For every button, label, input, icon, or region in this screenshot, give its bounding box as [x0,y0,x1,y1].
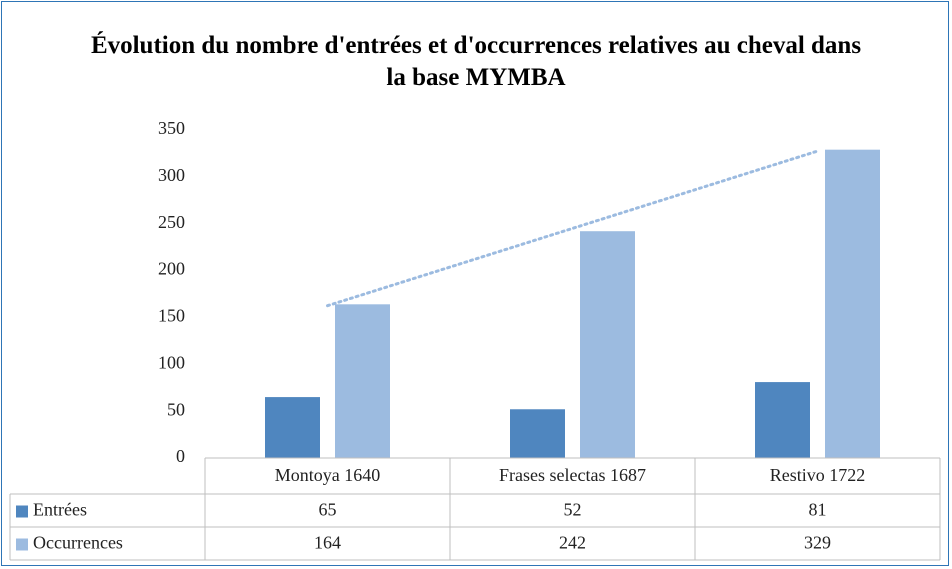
x-tick-label: Montoya 1640 [275,465,381,485]
y-tick-label: 50 [167,399,185,419]
y-tick-label: 300 [158,165,185,185]
x-tick-label: Frases selectas 1687 [499,465,646,485]
y-tick-label: 100 [158,352,185,372]
chart-title: Évolution du nombre d'entrées et d'occur… [90,32,862,91]
legend-swatch [16,505,28,518]
bar [825,149,880,458]
legend-label: Entrées [33,500,87,520]
table-value: 52 [564,500,582,520]
y-tick-label: 350 [158,118,185,138]
y-tick-label: 200 [158,259,185,279]
table-value: 81 [809,500,827,520]
bar [510,409,565,458]
bar [580,231,635,458]
y-tick-label: 150 [158,306,185,326]
bar [755,382,810,458]
title-box: Évolution du nombre d'entrées et d'occur… [0,30,952,94]
table-value: 329 [804,533,831,553]
bar [335,304,390,458]
bar [265,397,320,458]
y-tick-label: 250 [158,212,185,232]
y-tick-label: 0 [176,446,185,466]
legend-label: Occurrences [33,533,123,553]
table-value: 164 [314,533,341,553]
trendline [326,149,819,308]
legend-swatch [16,538,28,551]
table-value: 65 [319,500,337,520]
x-tick-label: Restivo 1722 [770,465,866,485]
table-value: 242 [559,533,586,553]
